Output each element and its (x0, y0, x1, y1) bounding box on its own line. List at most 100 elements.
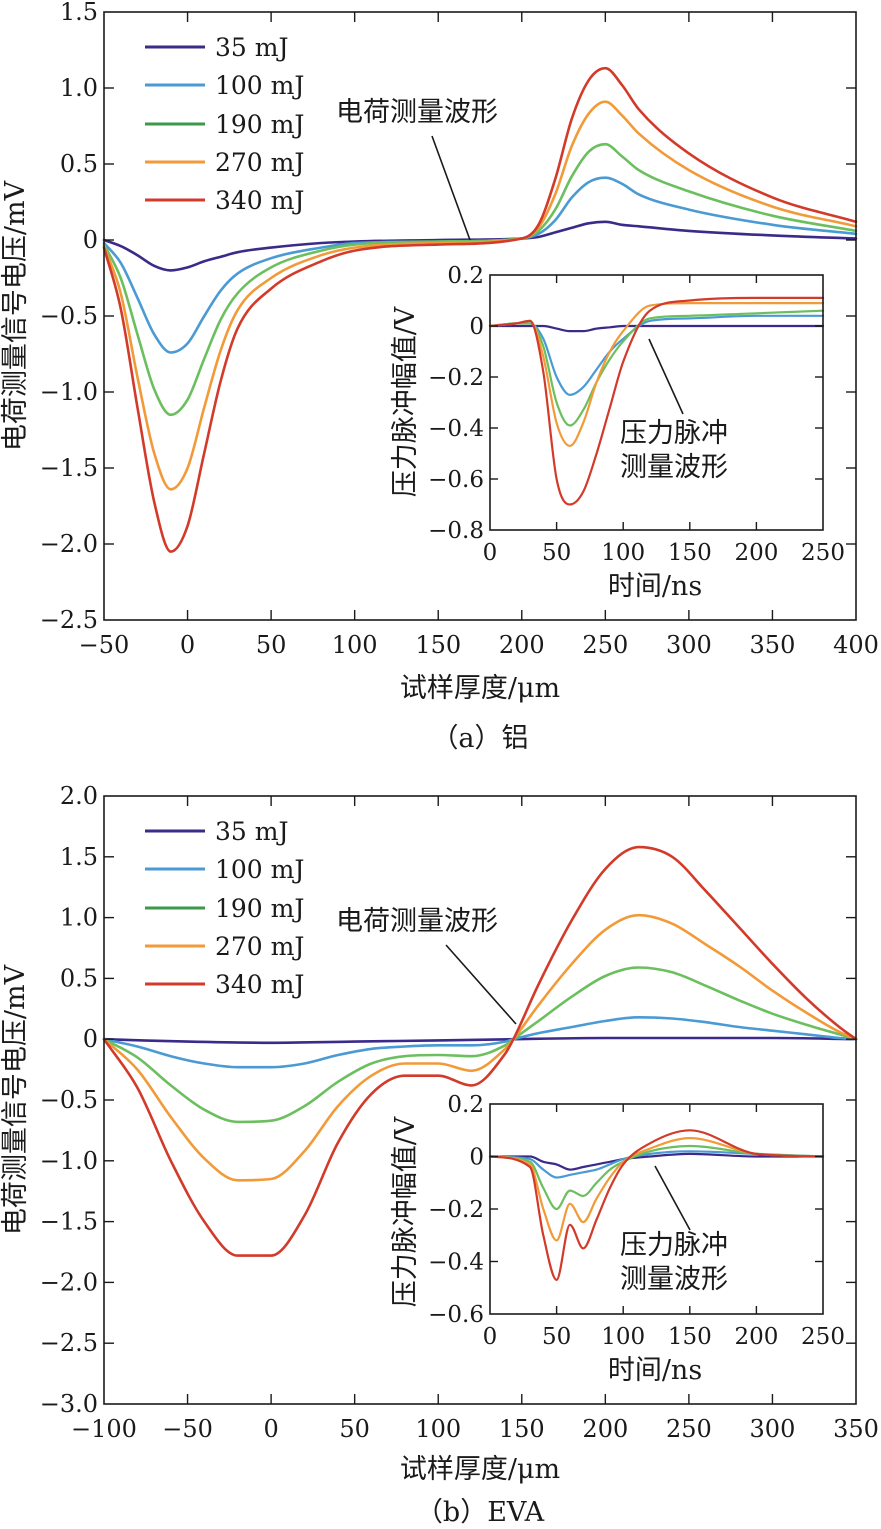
panel-b-inset-series (488, 1129, 825, 1281)
panel-a-inset-annotation-leader (648, 338, 684, 415)
panel-b-charge-waveform-annotation: 电荷测量波形 (336, 906, 498, 937)
panel-b-inset-xtick-label: 200 (734, 1324, 778, 1350)
panel-b-ytick-label: 1.5 (60, 843, 98, 871)
panel-a-ytick-label: 1.0 (60, 74, 98, 102)
panel-b-inset-ytick-label: −0.6 (428, 1302, 484, 1328)
panel-b-xtick-label: 300 (750, 1415, 796, 1443)
panel-b-xlabel: 试样厚度/μm (400, 1454, 560, 1485)
panel-b-xtick-label: 200 (582, 1415, 628, 1443)
panel-a-xtick-label: 250 (582, 631, 628, 659)
panel-b-inset-xtick-label: 0 (483, 1324, 498, 1350)
panel-a-inset-xtick-label: 250 (801, 540, 845, 566)
panel-a-xtick-label: 150 (415, 631, 461, 659)
panel-b-xtick-label: 100 (415, 1415, 461, 1443)
panel-a-xlabel: 试样厚度/μm (400, 673, 560, 704)
panel-a-ticks: −50 0 50 100 150 200 250 300 350 4001.51.00.50−0.… (40, 0, 879, 659)
panel-a-caption: （a）铝 (431, 723, 528, 754)
panel-b-inset-series-100-mj (488, 1150, 825, 1179)
panel-a-ytick-label: 1.5 (60, 0, 98, 26)
panel-b-xtick-label: −100 (71, 1415, 137, 1443)
panel-a-inset-frame (489, 274, 824, 531)
panel-b-xtick-label: 350 (833, 1415, 879, 1443)
panel-a-inset-xtick-label: 50 (542, 540, 571, 566)
panel-b-ytick-label: 0 (83, 1025, 98, 1053)
panel-a-inset-annotation-line2: 测量波形 (620, 452, 728, 483)
panel-b-series-190-mj (102, 966, 858, 1124)
panel-a-ytick-label: −2.0 (40, 530, 98, 558)
panel-a-xtick-label: 200 (499, 631, 545, 659)
panel-b-inset-ytick-label: 0.2 (447, 1092, 484, 1118)
panel-a-inset-ytick-label: −0.8 (428, 518, 484, 544)
panel-a-xtick-label: 300 (666, 631, 712, 659)
panel-b-legend: 35 mJ 100 mJ 190 mJ 270 mJ 340 mJ (145, 817, 304, 999)
panel-a-ytick-label: −2.5 (40, 606, 98, 634)
panel-a-xtick-label: 0 (180, 631, 195, 659)
panel-b-series (102, 845, 858, 1257)
panel-b-ylabel: 电荷测量信号电压/mV (0, 964, 31, 1235)
panel-b-inset-series-190-mj (488, 1144, 825, 1211)
panel-a-ytick-label: −1.5 (40, 454, 98, 482)
panel-a-inset-ylabel: 压力脉冲幅值/V (390, 306, 421, 497)
panel-b-inset-xtick-label: 50 (542, 1324, 571, 1350)
panel-a-xtick-label: 50 (256, 631, 287, 659)
panel-b-inset-ytick-label: 0 (469, 1145, 484, 1171)
panel-a-ytick-label: −1.0 (40, 378, 98, 406)
panel-a-inset-xlabel: 时间/ns (608, 571, 702, 602)
panel-a-inset-background (422, 262, 842, 542)
panel-b-inset-series-340-mj (488, 1129, 825, 1281)
legend-label-100mj: 100 mJ (215, 855, 304, 884)
panel-a-inset-series-35-mj (488, 324, 825, 333)
panel-a-inset-ytick-label: −0.6 (428, 467, 484, 493)
panel-a-ylabel: 电荷测量信号电压/mV (0, 180, 31, 451)
panel-b-inset-xtick-label: 150 (668, 1324, 712, 1350)
panel-a-series-35-mj (102, 220, 858, 272)
panel-a-inset-series (488, 296, 825, 506)
panel-a-xtick-label: 100 (332, 631, 378, 659)
panel-a-inset-ytick-label: 0.2 (447, 263, 484, 289)
panel-a-inset-xtick-label: 0 (483, 540, 498, 566)
panel-b-xtick-label: −50 (162, 1415, 213, 1443)
panel-b-ytick-label: −2.5 (40, 1329, 98, 1357)
panel-a-series-190-mj (102, 142, 858, 417)
panel-b-inset-annotation-leader (654, 1165, 691, 1231)
panel-b-ticks: −100 −50 0 50 100 150 200 250 300 350 2.0 1.5 1.0 0.5… (40, 782, 879, 1443)
panel-b-inset-ytick-label: −0.2 (428, 1197, 484, 1223)
panel-b-series-340-mj (102, 845, 858, 1257)
panel-a-inset-ytick-label: −0.4 (428, 416, 484, 442)
panel-b-ytick-label: −0.5 (40, 1086, 98, 1114)
panel-b-xtick-label: 50 (339, 1415, 370, 1443)
legend-label-340mj: 340 mJ (215, 186, 304, 215)
panel-a-charge-waveform-annotation: 电荷测量波形 (336, 97, 498, 128)
panel-b-inset-xtick-label: 250 (801, 1324, 845, 1350)
panel-a-inset: 0 50 100 150 200 250 0.2 0 −0.2 −0.4 −0.6 −0.8 压力脉冲… (390, 262, 845, 602)
panel-b-ytick-label: −1.0 (40, 1147, 98, 1175)
legend-label-35mj: 35 mJ (215, 33, 289, 62)
panel-a-xtick-label: −50 (79, 631, 130, 659)
panel-b-series-100-mj (102, 1016, 858, 1069)
panel-a-legend: 35 mJ 100 mJ 190 mJ 270 mJ 340 mJ (145, 33, 304, 215)
panel-b-inset-annotation-line1: 压力脉冲 (620, 1230, 728, 1261)
panel-a-series (102, 66, 858, 553)
panel-b-inset-annotation-line2: 测量波形 (620, 1264, 728, 1295)
panel-a-ytick-label: −0.5 (40, 302, 98, 330)
panel-b-ytick-label: −1.5 (40, 1208, 98, 1236)
panel-a-inset-xtick-label: 100 (601, 540, 645, 566)
panel-b-inset-xtick-label: 100 (601, 1324, 645, 1350)
panel-b-inset-ytick-label: −0.4 (428, 1250, 484, 1276)
legend-label-270mj: 270 mJ (215, 932, 304, 961)
panel-a-inset-xtick-label: 150 (668, 540, 712, 566)
panel-b-inset-xlabel: 时间/ns (608, 1355, 702, 1386)
legend-label-270mj: 270 mJ (215, 148, 304, 177)
panel-a-series-340-mj (102, 66, 858, 553)
panel-b-ytick-label: 1.0 (60, 904, 98, 932)
panel-a-inset-ticks: 0 50 100 150 200 250 0.2 0 −0.2 −0.4 −0.6 −0.8 (428, 263, 845, 566)
panel-b-inset-ticks: 0 50 100 150 200 250 0.2 0 −0.2 −0.4 −0.6 (428, 1092, 845, 1350)
panel-a-inset-annotation-line1: 压力脉冲 (620, 418, 728, 449)
panel-a-ytick-label: 0.5 (60, 150, 98, 178)
panel-a-xtick-label: 350 (750, 631, 796, 659)
panel-b-inset: 0 50 100 150 200 250 0.2 0 −0.2 −0.4 −0.6 压力脉冲 测量波… (390, 1092, 845, 1392)
legend-label-190mj: 190 mJ (215, 110, 304, 139)
panel-b-series-270-mj (102, 913, 858, 1182)
panel-a-inset-xtick-label: 200 (734, 540, 778, 566)
